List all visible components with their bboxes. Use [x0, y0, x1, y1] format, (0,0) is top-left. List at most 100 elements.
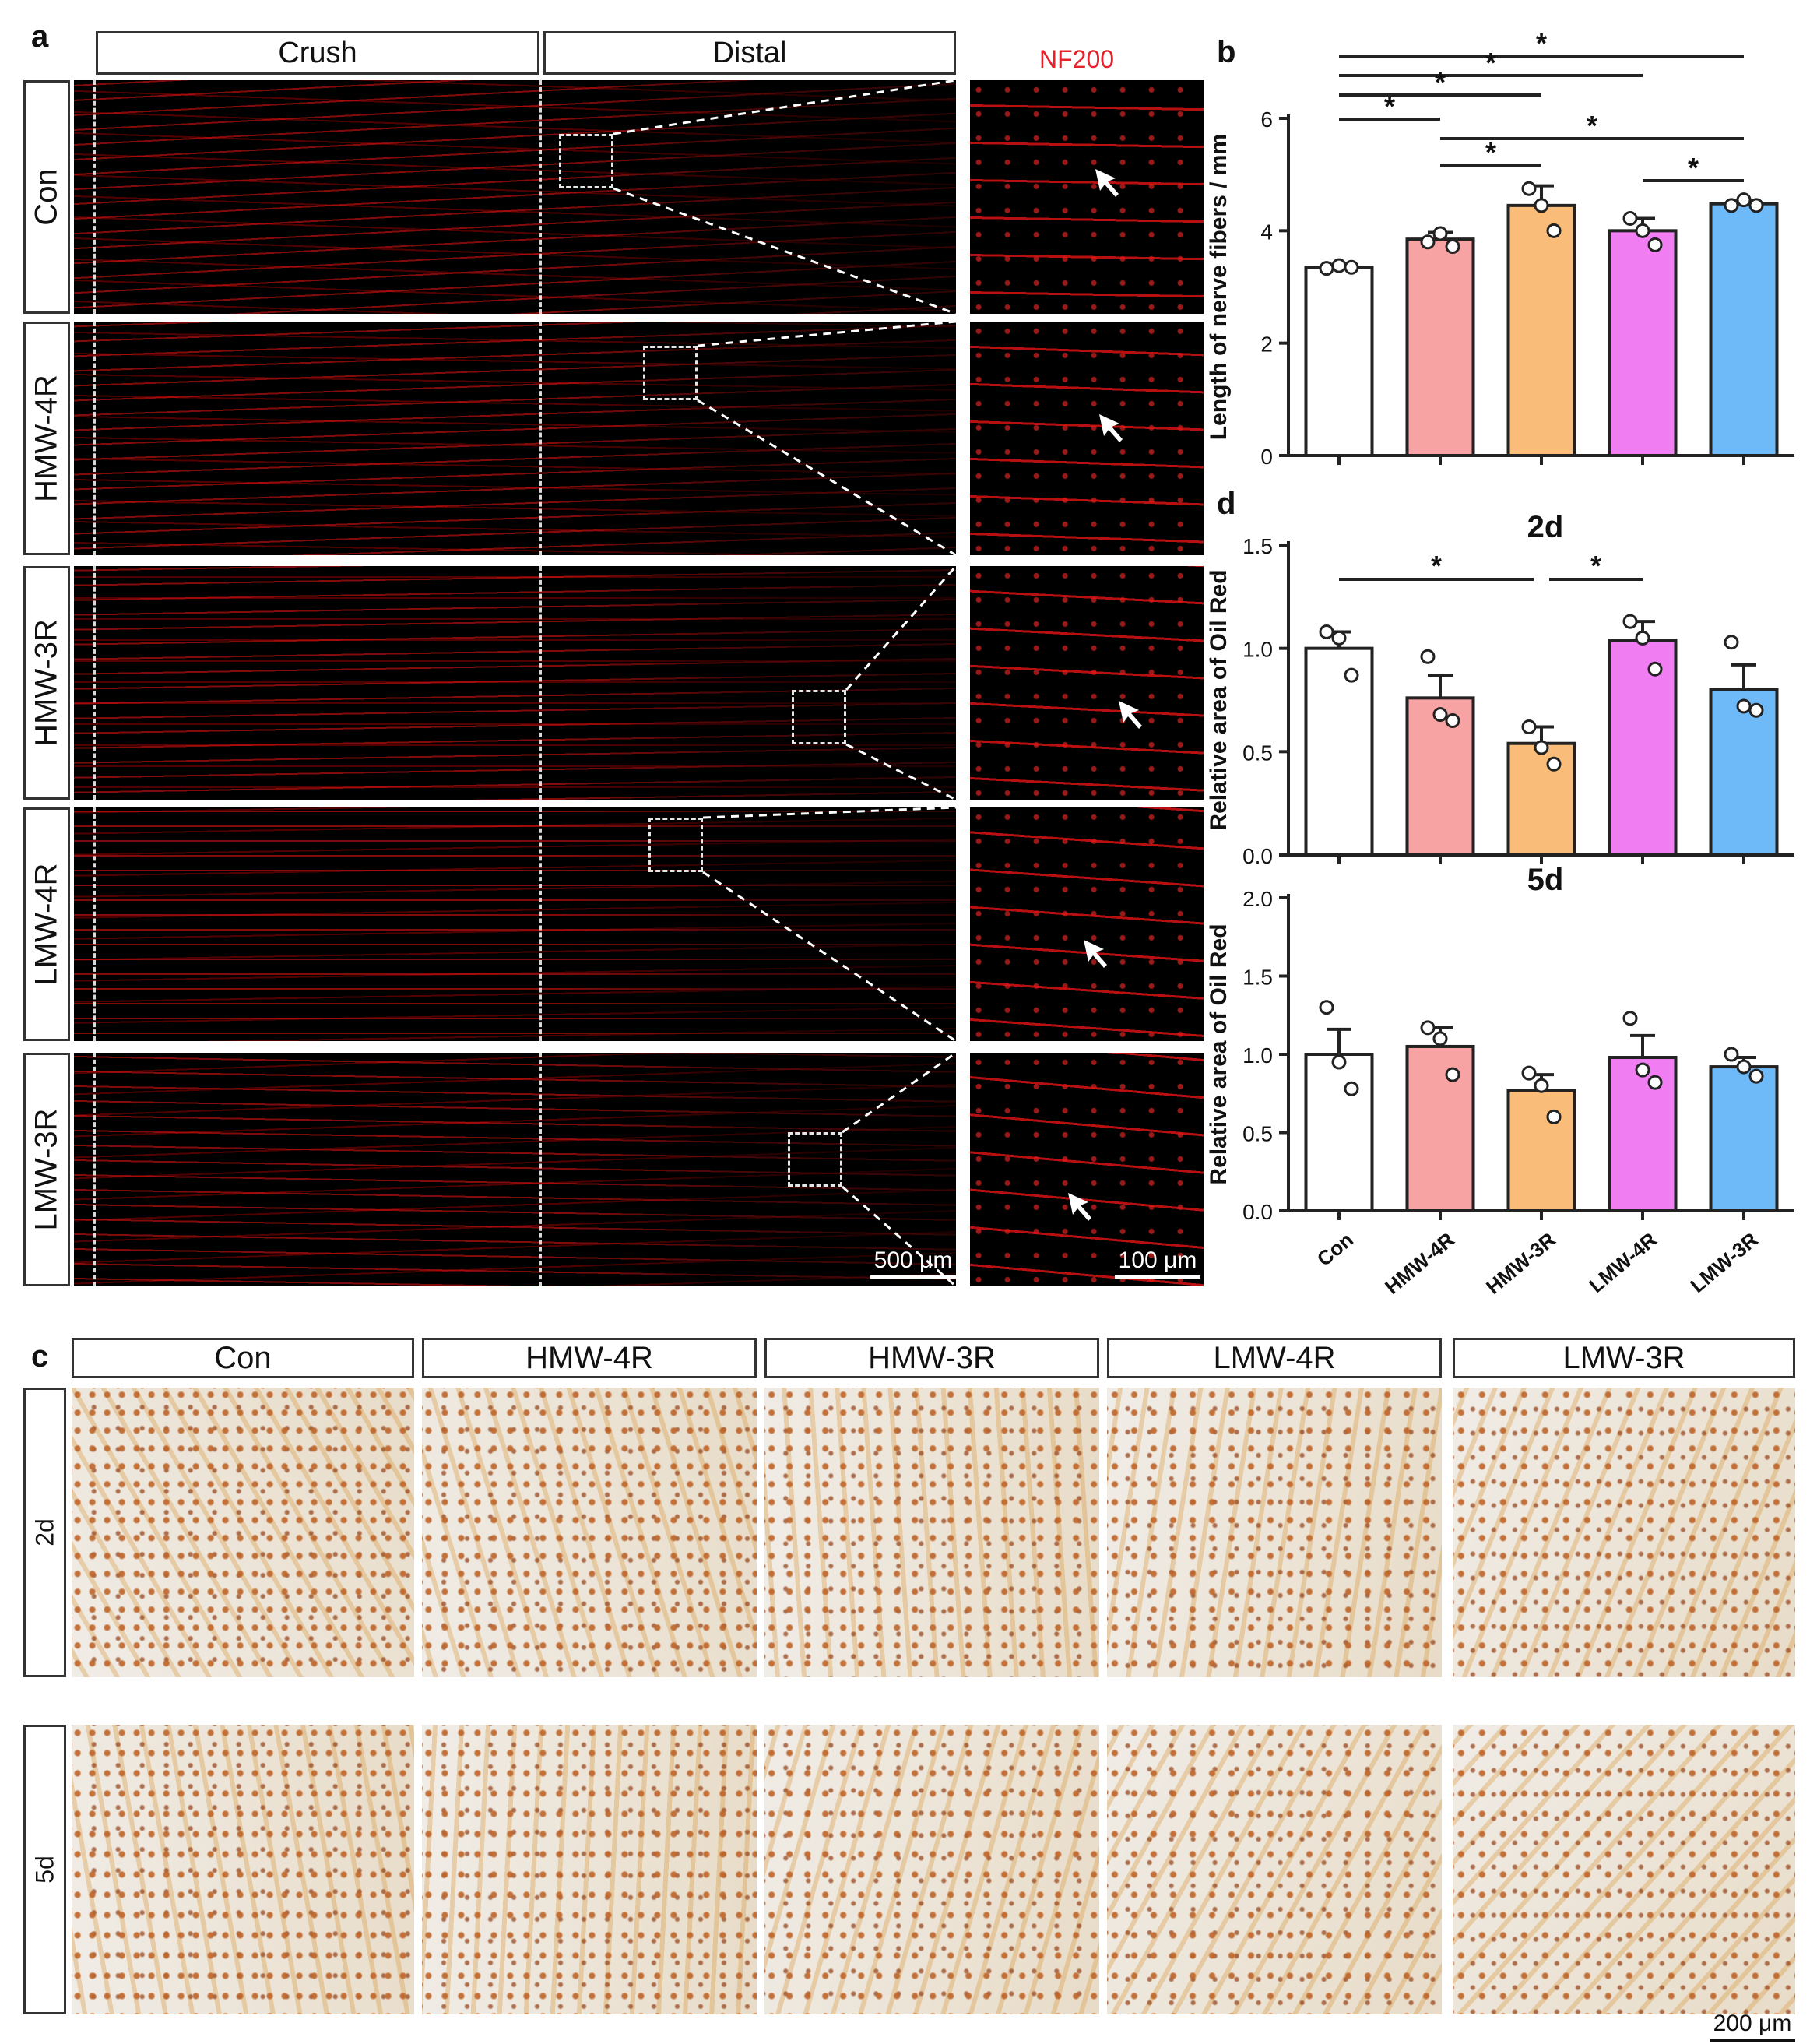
y-tick-label: 6 — [1260, 107, 1273, 132]
x-category-label: Con — [1313, 1228, 1358, 1271]
data-point — [1521, 719, 1537, 734]
data-point — [1521, 181, 1537, 196]
y-tick-label: 1.0 — [1242, 638, 1273, 662]
data-point — [1420, 1020, 1436, 1036]
zoom-image — [970, 322, 1204, 555]
y-tick-label: 0.5 — [1242, 1122, 1273, 1146]
row-label-box: Con — [23, 80, 70, 314]
arrow-icon — [1119, 701, 1142, 729]
data-point — [1635, 630, 1650, 646]
column-header-crush: Crush — [96, 31, 539, 75]
arrow-icon — [1095, 169, 1119, 197]
bar — [1608, 229, 1678, 457]
significance-star: * — [1384, 90, 1395, 122]
bar — [1506, 203, 1576, 457]
scalebar-zoom: 100 μm — [1115, 1247, 1200, 1279]
chart-title: 2d — [1527, 510, 1564, 544]
data-point — [1432, 1031, 1448, 1047]
data-point — [1748, 1068, 1764, 1084]
y-tick-label: 1.0 — [1242, 1043, 1273, 1068]
row-label-box: HMW-3R — [23, 566, 70, 800]
x-category-label: HMW-4R — [1380, 1227, 1459, 1298]
bar — [1709, 1065, 1779, 1212]
data-point — [1647, 237, 1663, 252]
zoom-image — [970, 1053, 1204, 1286]
boundary-line — [93, 80, 96, 314]
data-point — [1622, 614, 1638, 629]
data-point — [1534, 198, 1549, 213]
y-axis-label: Relative area of Oil Red — [1206, 923, 1232, 1184]
data-point — [1445, 239, 1460, 255]
boundary-line — [93, 322, 96, 555]
y-tick-label: 0.0 — [1242, 1200, 1273, 1224]
zoom-image — [970, 807, 1204, 1041]
panel-d-label: d — [1217, 487, 1236, 521]
oil-red-row-box: 5d — [23, 1725, 66, 2014]
data-point — [1647, 661, 1663, 677]
boundary-line — [93, 1053, 96, 1286]
y-tick-label: 1.5 — [1242, 966, 1273, 990]
zoom-image — [970, 80, 1204, 314]
oil-red-image — [1453, 1388, 1795, 1677]
bar — [1709, 202, 1779, 457]
oil-red-image — [764, 1388, 1099, 1677]
data-point — [1331, 630, 1347, 646]
row-label-box: HMW-4R — [23, 322, 70, 555]
significance-star: * — [1590, 550, 1601, 582]
bar — [1304, 646, 1374, 857]
marker-label-nf200: NF200 — [1039, 45, 1115, 73]
oil-red-scalebar: 200 μm — [1710, 2011, 1795, 2042]
significance-star: * — [1485, 47, 1496, 79]
row-label-box: LMW-4R — [23, 807, 70, 1041]
column-header-distal: Distal — [543, 31, 956, 75]
y-tick-label: 4 — [1260, 220, 1273, 244]
data-point — [1635, 223, 1650, 238]
row-label-box: LMW-3R — [23, 1053, 70, 1286]
y-axis-label: Length of nerve fibers / mm — [1206, 134, 1232, 440]
bar — [1304, 1053, 1374, 1212]
oil-red-image — [1107, 1388, 1442, 1677]
data-point — [1534, 740, 1549, 755]
significance-star: * — [1536, 27, 1547, 59]
data-point — [1331, 258, 1347, 273]
bar — [1405, 696, 1475, 857]
data-point — [1724, 1047, 1739, 1062]
significance-star: * — [1431, 550, 1442, 582]
x-category-label: HMW-3R — [1481, 1227, 1560, 1298]
data-point — [1344, 667, 1359, 683]
data-point — [1420, 649, 1436, 664]
data-point — [1521, 1065, 1537, 1081]
bar — [1405, 1044, 1475, 1212]
zoom-image — [970, 566, 1204, 800]
bar — [1608, 639, 1678, 857]
data-point — [1344, 1081, 1359, 1096]
chart-title: 5d — [1527, 863, 1564, 897]
boundary-line — [93, 566, 96, 800]
data-point — [1331, 1054, 1347, 1070]
oil-red-column-header: Con — [72, 1338, 414, 1378]
bar — [1506, 1089, 1576, 1212]
data-point — [1546, 1109, 1562, 1124]
boundary-line — [539, 1053, 542, 1286]
arrow-icon — [1068, 1193, 1091, 1221]
panel-c-label: c — [31, 1339, 49, 1374]
data-point — [1736, 192, 1752, 208]
data-point — [1546, 223, 1562, 238]
boundary-line — [539, 566, 542, 800]
oil-red-image — [764, 1725, 1099, 2014]
data-point — [1432, 226, 1448, 241]
boundary-line — [93, 807, 96, 1041]
y-tick-label: 2.0 — [1242, 887, 1273, 911]
data-point — [1319, 1000, 1334, 1015]
zoom-region-box — [792, 690, 846, 744]
data-point — [1622, 1011, 1638, 1026]
significance-star: * — [1688, 152, 1699, 184]
data-point — [1724, 198, 1739, 213]
data-point — [1647, 1075, 1663, 1090]
data-point — [1736, 1059, 1752, 1075]
y-tick-label: 0.0 — [1242, 844, 1273, 868]
zoom-region-box — [643, 346, 698, 400]
oil-red-image — [1453, 1725, 1795, 2014]
y-tick-label: 2 — [1260, 332, 1273, 357]
